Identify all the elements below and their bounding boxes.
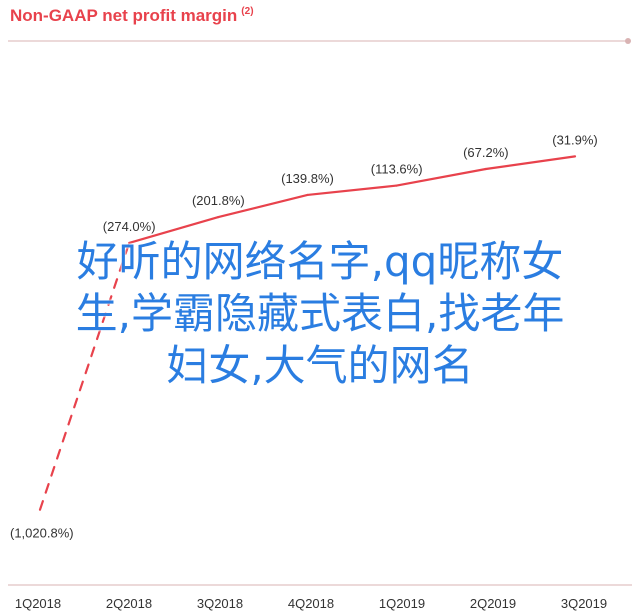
x-tick-label: 4Q2018 (288, 596, 334, 611)
chart-title-text: Non-GAAP net profit margin (10, 6, 238, 25)
x-tick-label: 1Q2018 (15, 596, 61, 611)
x-tick-label: 3Q2019 (561, 596, 607, 611)
series-line-segment (306, 184, 398, 197)
top-rule-dot (625, 38, 631, 44)
chart-title-note: (2) (241, 6, 254, 18)
data-label: (274.0%) (103, 219, 156, 234)
series-line-segment (38, 241, 131, 511)
data-label: (1,020.8%) (10, 526, 74, 541)
chart-title: Non-GAAP net profit margin (2) (10, 6, 254, 26)
x-tick-label: 2Q2018 (106, 596, 152, 611)
series-line-segment (395, 167, 487, 187)
data-label: (31.9%) (552, 132, 598, 147)
x-tick-label: 2Q2019 (470, 596, 516, 611)
data-label: (67.2%) (463, 145, 509, 160)
series-line-segment (128, 215, 220, 244)
series-line-segment (217, 193, 309, 219)
data-label: (201.8%) (192, 193, 245, 208)
overlay-caption: 好听的网络名字,qq昵称女 生,学霸隐藏式表白,找老年 妇女,大气的网名 (75, 237, 565, 390)
data-label: (113.6%) (371, 162, 423, 177)
x-tick-label: 3Q2018 (197, 596, 243, 611)
series-line-segment (484, 155, 577, 171)
x-tick-label: 1Q2019 (379, 596, 425, 611)
data-label: (139.8%) (281, 171, 334, 186)
